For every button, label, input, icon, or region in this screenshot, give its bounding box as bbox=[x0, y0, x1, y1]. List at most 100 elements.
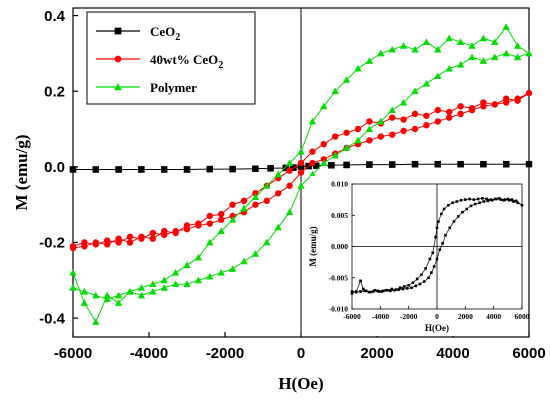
data-point bbox=[507, 198, 511, 202]
data-point bbox=[104, 237, 111, 244]
data-point bbox=[376, 289, 379, 293]
data-point bbox=[377, 133, 384, 140]
data-point bbox=[389, 131, 396, 138]
y-tick-label: 0.2 bbox=[44, 83, 65, 100]
y-tick-label: -0.005 bbox=[329, 273, 349, 282]
data-point bbox=[434, 160, 441, 168]
data-point bbox=[465, 207, 469, 211]
data-point bbox=[468, 106, 476, 114]
data-point bbox=[137, 291, 146, 299]
data-point bbox=[308, 170, 317, 178]
data-point bbox=[448, 226, 452, 230]
data-point bbox=[92, 291, 100, 299]
data-point bbox=[423, 112, 430, 119]
data-point bbox=[420, 273, 423, 276]
data-point bbox=[424, 267, 427, 270]
data-point bbox=[171, 269, 180, 276]
data-point bbox=[343, 129, 350, 136]
data-point bbox=[468, 53, 476, 61]
data-point bbox=[502, 23, 510, 30]
data-point bbox=[206, 220, 213, 227]
data-point bbox=[371, 290, 375, 293]
data-point bbox=[411, 125, 419, 133]
data-point bbox=[275, 190, 282, 197]
data-point bbox=[444, 233, 447, 237]
data-point bbox=[229, 165, 236, 173]
data-point bbox=[263, 197, 270, 205]
y-tick-label: -0.010 bbox=[329, 305, 349, 314]
data-point bbox=[359, 279, 362, 283]
data-point bbox=[495, 197, 498, 201]
data-point bbox=[267, 165, 274, 172]
data-point bbox=[240, 197, 248, 205]
x-tick-label: 0 bbox=[435, 312, 439, 321]
data-point bbox=[478, 201, 481, 205]
data-point bbox=[422, 280, 426, 283]
data-point bbox=[114, 299, 123, 306]
data-point bbox=[451, 201, 454, 205]
data-point bbox=[422, 38, 431, 45]
data-point bbox=[397, 288, 401, 291]
data-point bbox=[446, 108, 453, 116]
data-point bbox=[218, 216, 225, 223]
data-point bbox=[149, 235, 156, 242]
data-point bbox=[441, 242, 444, 245]
x-tick-label: -4000 bbox=[130, 345, 168, 362]
legend-label: Polymer bbox=[150, 80, 197, 95]
x-tick-label: 6000 bbox=[515, 312, 530, 321]
data-point bbox=[206, 272, 214, 280]
data-point bbox=[512, 200, 515, 203]
data-point bbox=[206, 165, 213, 173]
data-point bbox=[384, 288, 388, 292]
data-point bbox=[411, 160, 419, 168]
data-point bbox=[510, 198, 514, 201]
data-point bbox=[447, 203, 450, 207]
legend-marker bbox=[114, 83, 122, 91]
y-tick-label: 0.005 bbox=[331, 211, 348, 220]
data-point bbox=[149, 229, 156, 237]
data-point bbox=[217, 269, 225, 276]
y-axis-title: M (emu/g) bbox=[12, 134, 31, 210]
data-point bbox=[389, 114, 396, 121]
data-point bbox=[328, 162, 335, 169]
y-axis-title: M (emu/g) bbox=[308, 226, 318, 266]
data-point bbox=[480, 103, 487, 110]
data-point bbox=[274, 170, 282, 178]
data-point bbox=[183, 261, 191, 269]
data-point bbox=[446, 114, 453, 121]
legend-marker bbox=[114, 27, 122, 35]
data-point bbox=[92, 318, 100, 325]
data-point bbox=[473, 202, 477, 206]
data-point bbox=[499, 198, 503, 201]
data-point bbox=[297, 148, 305, 155]
data-point bbox=[342, 76, 351, 83]
data-point bbox=[457, 103, 464, 110]
data-point bbox=[343, 161, 350, 169]
data-point bbox=[399, 98, 408, 106]
data-point bbox=[394, 288, 398, 291]
data-point bbox=[365, 125, 374, 132]
data-point bbox=[69, 284, 77, 291]
data-point bbox=[435, 257, 439, 261]
data-point bbox=[380, 290, 384, 293]
data-point bbox=[423, 122, 430, 129]
data-point bbox=[381, 289, 385, 293]
data-point bbox=[491, 38, 499, 45]
data-point bbox=[81, 239, 88, 246]
x-axis-title: H(Oe) bbox=[425, 323, 449, 333]
data-point bbox=[456, 38, 465, 45]
data-point bbox=[252, 201, 259, 208]
data-point bbox=[251, 193, 260, 201]
data-point bbox=[228, 216, 237, 223]
data-point bbox=[366, 161, 373, 168]
data-point bbox=[491, 101, 498, 108]
data-point bbox=[377, 49, 385, 57]
legend-marker bbox=[114, 55, 122, 63]
data-point bbox=[149, 280, 157, 288]
data-point bbox=[126, 287, 134, 295]
data-point bbox=[520, 203, 524, 207]
data-point bbox=[430, 271, 433, 275]
data-point bbox=[138, 235, 145, 242]
x-tick-label: 2000 bbox=[458, 312, 473, 321]
